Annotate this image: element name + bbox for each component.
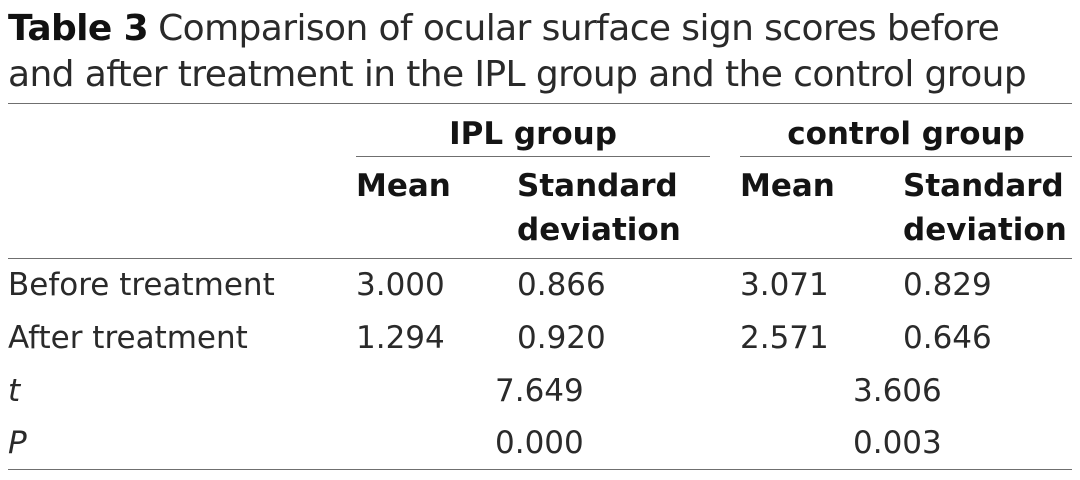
table-title: Comparison of ocular surface sign scores…	[8, 8, 1027, 95]
ipl-sd-cell: 0.920	[517, 320, 606, 356]
control-p-value: 0.003	[853, 425, 942, 461]
control-sd-cell: 0.829	[903, 267, 992, 303]
table-bottom-rule	[8, 469, 1072, 470]
group-rule-ipl	[356, 156, 710, 157]
subheader-ipl-sd-line2: deviation	[517, 212, 681, 248]
control-mean-cell: 2.571	[740, 320, 829, 356]
ipl-sd-cell: 0.866	[517, 267, 606, 303]
ipl-mean-cell: 1.294	[356, 320, 445, 356]
row-label: Before treatment	[8, 267, 275, 303]
subheader-control-sd-line2: deviation	[903, 212, 1067, 248]
ipl-p-value: 0.000	[495, 425, 584, 461]
subheader-ipl-mean: Mean	[356, 168, 451, 204]
table-caption: Table 3 Comparison of ocular surface sign…	[8, 6, 1072, 98]
stat-label-p: P	[8, 425, 27, 461]
subheader-control-mean: Mean	[740, 168, 835, 204]
table-label: Table 3	[8, 8, 149, 49]
header-bottom-rule	[8, 258, 1072, 259]
control-sd-cell: 0.646	[903, 320, 992, 356]
group-header-ipl: IPL group	[449, 116, 617, 152]
group-header-control: control group	[787, 116, 1025, 152]
table-top-rule	[8, 103, 1072, 104]
stat-label-t: t	[8, 373, 21, 409]
group-rule-control	[740, 156, 1072, 157]
ipl-mean-cell: 3.000	[356, 267, 445, 303]
control-mean-cell: 3.071	[740, 267, 829, 303]
subheader-control-sd-line1: Standard	[903, 168, 1064, 204]
row-label: After treatment	[8, 320, 248, 356]
subheader-ipl-sd-line1: Standard	[517, 168, 678, 204]
control-t-value: 3.606	[853, 373, 942, 409]
ipl-t-value: 7.649	[495, 373, 584, 409]
